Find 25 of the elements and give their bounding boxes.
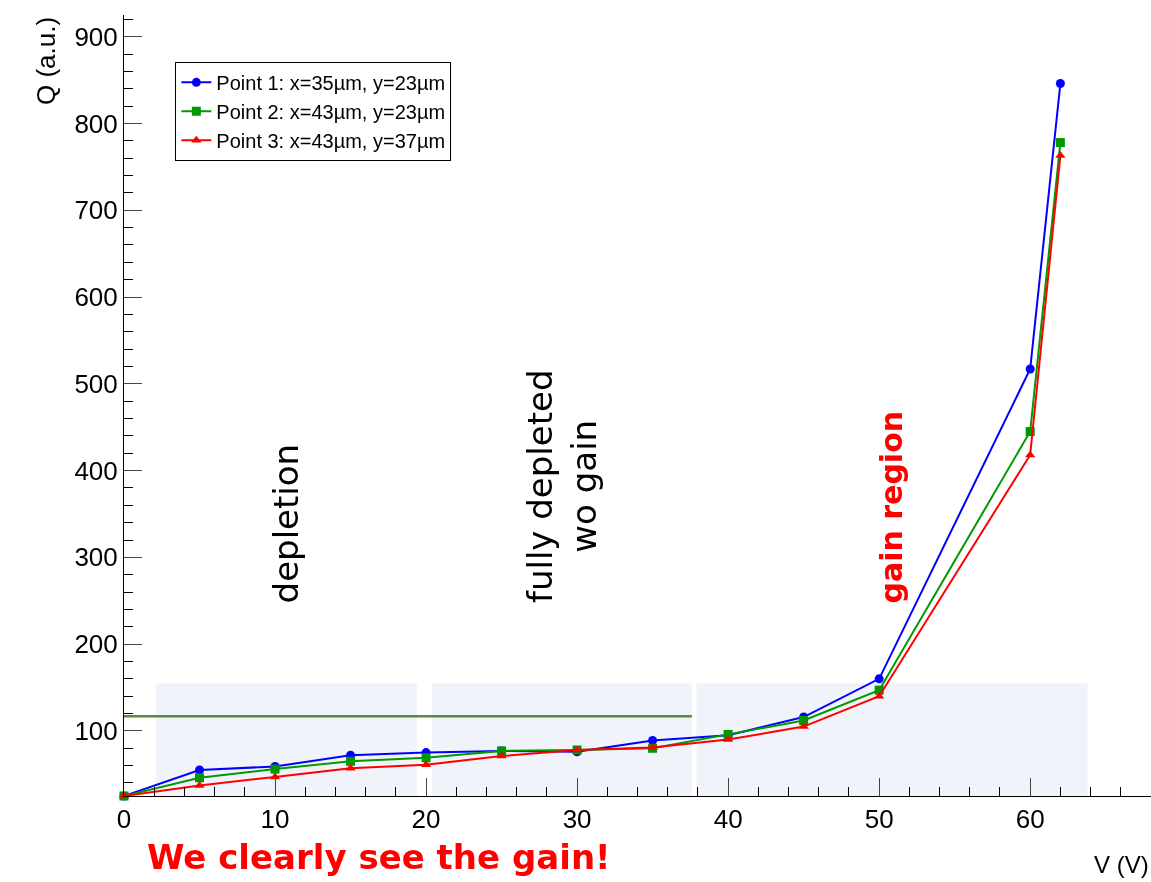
y-tick-label: 900 bbox=[74, 21, 118, 52]
legend-label: Point 1: x=35µm, y=23µm bbox=[216, 72, 446, 95]
x-tick-label: 0 bbox=[116, 804, 132, 835]
y-tick-label: 300 bbox=[74, 542, 118, 573]
x-tick-label: 60 bbox=[1015, 804, 1045, 835]
legend-label: Point 3: x=43µm, y=37µm bbox=[216, 130, 446, 153]
y-tick-label: 700 bbox=[74, 195, 118, 226]
x-tick-label: 20 bbox=[411, 804, 441, 835]
y-tick-label: 800 bbox=[74, 108, 118, 139]
y-tick-label: 500 bbox=[74, 368, 118, 399]
annotation: gain region bbox=[874, 410, 910, 604]
x-tick-label: 50 bbox=[864, 804, 894, 835]
annotation: depletion bbox=[266, 443, 307, 604]
text: We clearly see the gain! bbox=[147, 837, 611, 877]
x-tick-label: 40 bbox=[713, 804, 743, 835]
y-tick-label: 200 bbox=[74, 629, 118, 660]
x-tick-label: 30 bbox=[562, 804, 592, 835]
y-tick-label: 400 bbox=[74, 455, 118, 486]
x-axis-title: V (V) bbox=[1094, 851, 1149, 878]
legend-label: Point 2: x=43µm, y=23µm bbox=[216, 101, 446, 124]
x-tick-label: 10 bbox=[260, 804, 290, 835]
y-tick-label: 600 bbox=[74, 282, 118, 313]
y-axis-title: Q (a.u.) bbox=[31, 16, 61, 105]
annotation: fully depleted wo gain bbox=[519, 369, 605, 604]
y-tick-label: 100 bbox=[74, 716, 118, 747]
